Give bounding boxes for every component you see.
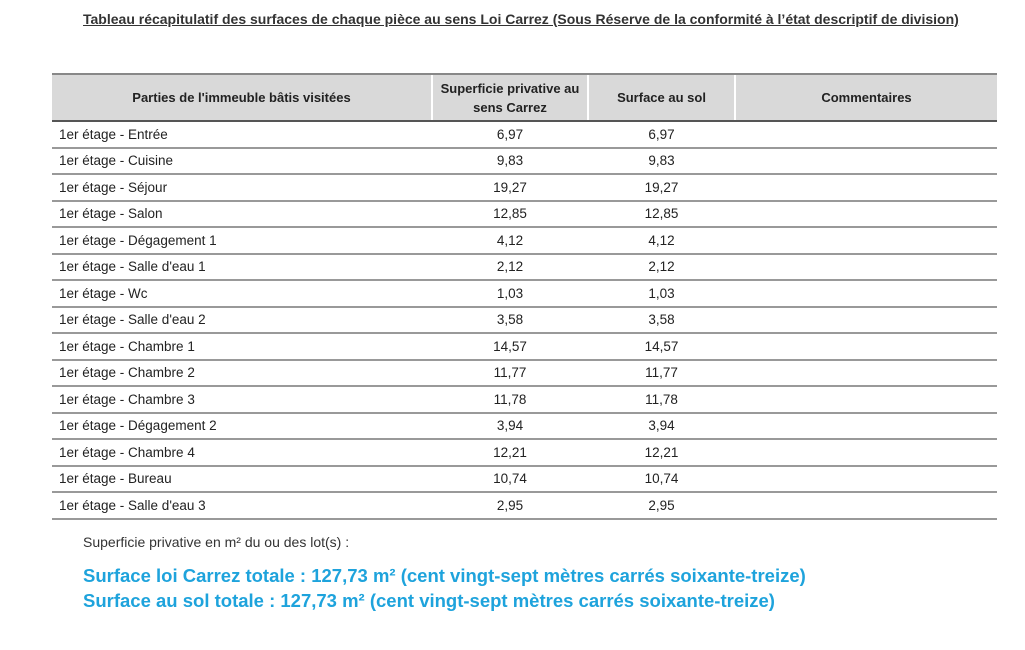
table-row: 1er étage - Dégagement 2 3,94 3,94 bbox=[52, 412, 997, 440]
table-row: 1er étage - Salon 12,85 12,85 bbox=[52, 200, 997, 228]
comment-cell bbox=[734, 227, 997, 255]
area-cell: 14,57 bbox=[431, 333, 588, 361]
comment-cell bbox=[734, 200, 997, 228]
comment-cell bbox=[734, 174, 997, 202]
header-cell: Commentaires bbox=[734, 73, 997, 122]
table-row: 1er étage - Entrée 6,97 6,97 bbox=[52, 121, 997, 149]
header-cell: Superficie privative au sens Carrez bbox=[431, 73, 588, 122]
room-cell: 1er étage - Séjour bbox=[52, 174, 432, 202]
area-cell: 12,85 bbox=[587, 200, 735, 228]
room-cell: 1er étage - Salle d'eau 2 bbox=[52, 306, 432, 334]
comment-cell bbox=[734, 412, 997, 440]
area-cell: 11,77 bbox=[587, 359, 735, 387]
comment-cell bbox=[734, 306, 997, 334]
table-body: 1er étage - Entrée 6,97 6,97 1er étage - Cu… bbox=[52, 121, 997, 520]
room-cell: 1er étage - Chambre 2 bbox=[52, 359, 432, 387]
header-cell: Parties de l'immeuble bâtis visitées bbox=[52, 73, 432, 122]
room-cell: 1er étage - Dégagement 1 bbox=[52, 227, 432, 255]
room-cell: 1er étage - Chambre 3 bbox=[52, 386, 432, 414]
total-line: Surface au sol totale : 127,73 m² (cent … bbox=[83, 590, 775, 611]
table-row: 1er étage - Cuisine 9,83 9,83 bbox=[52, 147, 997, 175]
comment-cell bbox=[734, 147, 997, 175]
table-row: 1er étage - Chambre 1 14,57 14,57 bbox=[52, 333, 997, 361]
header-cell: Surface au sol bbox=[587, 73, 735, 122]
area-cell: 4,12 bbox=[431, 227, 588, 255]
area-cell: 6,97 bbox=[431, 121, 588, 149]
comment-cell bbox=[734, 359, 997, 387]
table-row: 1er étage - Séjour 19,27 19,27 bbox=[52, 174, 997, 202]
table-row: 1er étage - Bureau 10,74 10,74 bbox=[52, 465, 997, 493]
table-row: 1er étage - Chambre 3 11,78 11,78 bbox=[52, 386, 997, 414]
area-cell: 12,85 bbox=[431, 200, 588, 228]
comment-cell bbox=[734, 492, 997, 520]
area-cell: 3,94 bbox=[587, 412, 735, 440]
table-row: 1er étage - Salle d'eau 1 2,12 2,12 bbox=[52, 253, 997, 281]
header-row: Parties de l'immeuble bâtis visitées Supe… bbox=[52, 73, 997, 122]
table-row: 1er étage - Dégagement 1 4,12 4,12 bbox=[52, 227, 997, 255]
room-cell: 1er étage - Salon bbox=[52, 200, 432, 228]
comment-cell bbox=[734, 333, 997, 361]
room-cell: 1er étage - Entrée bbox=[52, 121, 432, 149]
table-row: 1er étage - Chambre 2 11,77 11,77 bbox=[52, 359, 997, 387]
area-cell: 12,21 bbox=[431, 439, 588, 467]
area-cell: 19,27 bbox=[431, 174, 588, 202]
comment-cell bbox=[734, 386, 997, 414]
area-cell: 6,97 bbox=[587, 121, 735, 149]
table-row: 1er étage - Chambre 4 12,21 12,21 bbox=[52, 439, 997, 467]
area-cell: 9,83 bbox=[431, 147, 588, 175]
room-cell: 1er étage - Salle d'eau 1 bbox=[52, 253, 432, 281]
room-cell: 1er étage - Chambre 4 bbox=[52, 439, 432, 467]
area-cell: 2,95 bbox=[431, 492, 588, 520]
room-cell: 1er étage - Dégagement 2 bbox=[52, 412, 432, 440]
area-cell: 14,57 bbox=[587, 333, 735, 361]
room-cell: 1er étage - Wc bbox=[52, 280, 432, 308]
area-cell: 3,58 bbox=[431, 306, 588, 334]
area-cell: 19,27 bbox=[587, 174, 735, 202]
room-cell: 1er étage - Cuisine bbox=[52, 147, 432, 175]
summary-label: Superficie privative en m² du ou des lot… bbox=[83, 534, 350, 550]
area-cell: 3,58 bbox=[587, 306, 735, 334]
area-cell: 11,78 bbox=[587, 386, 735, 414]
area-cell: 1,03 bbox=[587, 280, 735, 308]
comment-cell bbox=[734, 439, 997, 467]
comment-cell bbox=[734, 121, 997, 149]
area-cell: 3,94 bbox=[431, 412, 588, 440]
table-row: 1er étage - Salle d'eau 3 2,95 2,95 bbox=[52, 492, 997, 520]
title: Tableau récapitulatif des surfaces de ch… bbox=[83, 11, 959, 27]
area-cell: 4,12 bbox=[587, 227, 735, 255]
room-cell: 1er étage - Chambre 1 bbox=[52, 333, 432, 361]
table-row: 1er étage - Salle d'eau 2 3,58 3,58 bbox=[52, 306, 997, 334]
comment-cell bbox=[734, 465, 997, 493]
area-cell: 9,83 bbox=[587, 147, 735, 175]
table-row: 1er étage - Wc 1,03 1,03 bbox=[52, 280, 997, 308]
area-cell: 11,78 bbox=[431, 386, 588, 414]
area-cell: 12,21 bbox=[587, 439, 735, 467]
surface-table: Parties de l'immeuble bâtis visitées Supe… bbox=[52, 73, 997, 520]
area-cell: 2,12 bbox=[431, 253, 588, 281]
area-cell: 10,74 bbox=[431, 465, 588, 493]
total-line: Surface loi Carrez totale : 127,73 m² (c… bbox=[83, 565, 806, 586]
area-cell: 2,95 bbox=[587, 492, 735, 520]
comment-cell bbox=[734, 253, 997, 281]
room-cell: 1er étage - Salle d'eau 3 bbox=[52, 492, 432, 520]
area-cell: 1,03 bbox=[431, 280, 588, 308]
area-cell: 10,74 bbox=[587, 465, 735, 493]
area-cell: 11,77 bbox=[431, 359, 588, 387]
area-cell: 2,12 bbox=[587, 253, 735, 281]
room-cell: 1er étage - Bureau bbox=[52, 465, 432, 493]
comment-cell bbox=[734, 280, 997, 308]
